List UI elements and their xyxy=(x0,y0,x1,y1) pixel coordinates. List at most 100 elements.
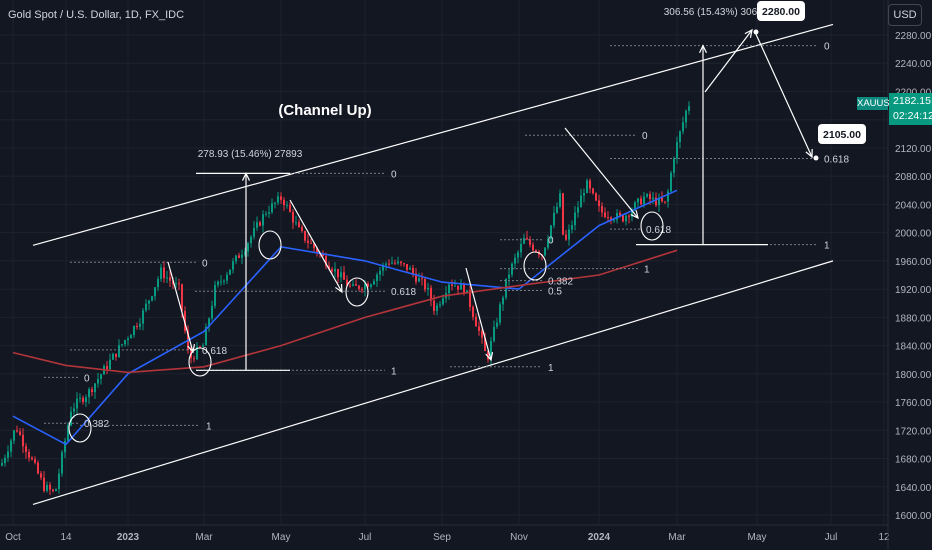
candle-body xyxy=(79,397,81,399)
candle-body xyxy=(13,430,15,441)
candle-body xyxy=(439,304,441,306)
candle-body xyxy=(316,248,318,253)
y-tick-label: 1840.00 xyxy=(895,342,932,353)
fib6-618-label: 0.618 xyxy=(646,225,671,236)
candle-body xyxy=(367,283,369,287)
currency-button[interactable]: USD xyxy=(888,4,922,26)
candle-body xyxy=(433,300,435,311)
fib6-0-label: 0 xyxy=(642,131,648,142)
candle-body xyxy=(406,263,408,270)
candle-body xyxy=(133,326,135,336)
fib4-1-label: 1 xyxy=(548,363,554,374)
y-tick-label: 1600.00 xyxy=(895,511,932,522)
candle-body xyxy=(442,298,444,305)
candle-body xyxy=(151,296,153,301)
y-tick-label: 2240.00 xyxy=(895,59,932,70)
candle-body xyxy=(283,199,285,205)
candle-body xyxy=(298,222,300,228)
measure1-arrow-head xyxy=(241,171,251,181)
candle-body xyxy=(184,310,186,331)
candle-body xyxy=(565,234,567,240)
candle-body xyxy=(310,242,312,244)
candle-body xyxy=(82,397,84,403)
candle-body xyxy=(343,272,345,280)
projection-arrow-down xyxy=(754,31,813,158)
candle-body xyxy=(64,440,66,453)
candle-body xyxy=(682,122,684,132)
candle-body xyxy=(415,273,417,282)
fib1-1-label: 1 xyxy=(206,421,212,432)
candle-body xyxy=(400,261,402,264)
candle-body xyxy=(529,239,531,245)
candle-body xyxy=(262,214,264,226)
fib1-0-label: 0 xyxy=(84,373,90,384)
candle-body xyxy=(385,263,387,266)
candle-body xyxy=(214,285,216,306)
decline-arrow-1 xyxy=(167,261,194,353)
x-tick-label: Mar xyxy=(668,532,686,543)
y-tick-label: 1800.00 xyxy=(895,370,932,381)
candle-body xyxy=(199,346,201,348)
candle-body xyxy=(673,158,675,173)
candle-body xyxy=(220,281,222,283)
candle-body xyxy=(478,326,480,331)
touch-circle xyxy=(345,277,369,307)
candle-body xyxy=(169,277,171,281)
candle-body xyxy=(553,212,555,226)
candle-body xyxy=(10,440,12,452)
candle-body xyxy=(607,217,609,219)
candle-body xyxy=(88,389,90,398)
fib7-0-label: 0 xyxy=(824,42,830,53)
candle-body xyxy=(568,229,570,240)
candle-body xyxy=(115,353,117,357)
price-box: 2182.15 02:24:12 xyxy=(889,93,932,125)
candle-body xyxy=(370,284,372,287)
candle-body xyxy=(391,262,393,264)
y-tick-label: 1720.00 xyxy=(895,426,932,437)
candle-body xyxy=(610,217,612,220)
candle-body xyxy=(544,247,546,256)
touch-circle xyxy=(640,211,664,241)
candle-body xyxy=(514,257,516,264)
candle-body xyxy=(193,358,195,360)
x-tick-label: 12 xyxy=(878,532,890,543)
candle-body xyxy=(166,277,168,279)
candle-body xyxy=(127,338,129,341)
candle-body xyxy=(247,243,249,252)
candle-body xyxy=(322,253,324,257)
candle-body xyxy=(379,270,381,275)
candle-body xyxy=(7,451,9,458)
candle-body xyxy=(307,240,309,243)
candle-body xyxy=(100,374,102,379)
candle-body xyxy=(196,346,198,360)
candle-body xyxy=(40,473,42,478)
candle-body xyxy=(172,280,174,285)
candle-body xyxy=(601,206,603,213)
candle-body xyxy=(139,323,141,327)
candle-body xyxy=(427,287,429,290)
candle-body xyxy=(535,250,537,252)
y-tick-label: 1920.00 xyxy=(895,285,932,296)
target-2105-text: 2105.00 xyxy=(823,129,861,141)
candle-body xyxy=(643,196,645,205)
candle-body xyxy=(286,204,288,206)
candle-body xyxy=(205,326,207,346)
candle-body xyxy=(250,236,252,244)
candle-body xyxy=(142,310,144,324)
candle-body xyxy=(292,211,294,223)
decline-arrow-3 xyxy=(465,267,492,361)
y-tick-label: 1760.00 xyxy=(895,398,932,409)
chart-title: Gold Spot / U.S. Dollar, 1D, FX_IDC xyxy=(8,9,185,21)
candle-body xyxy=(355,284,357,286)
candle-body xyxy=(337,268,339,278)
candle-body xyxy=(469,290,471,307)
candle-body xyxy=(229,269,231,275)
candle-body xyxy=(424,278,426,290)
fib5-5-label: 0.5 xyxy=(548,287,562,298)
fib1-382-label: 0.382 xyxy=(84,419,109,430)
x-tick-label: Jul xyxy=(825,532,838,543)
candle-body xyxy=(43,477,45,491)
candle-body xyxy=(457,285,459,290)
